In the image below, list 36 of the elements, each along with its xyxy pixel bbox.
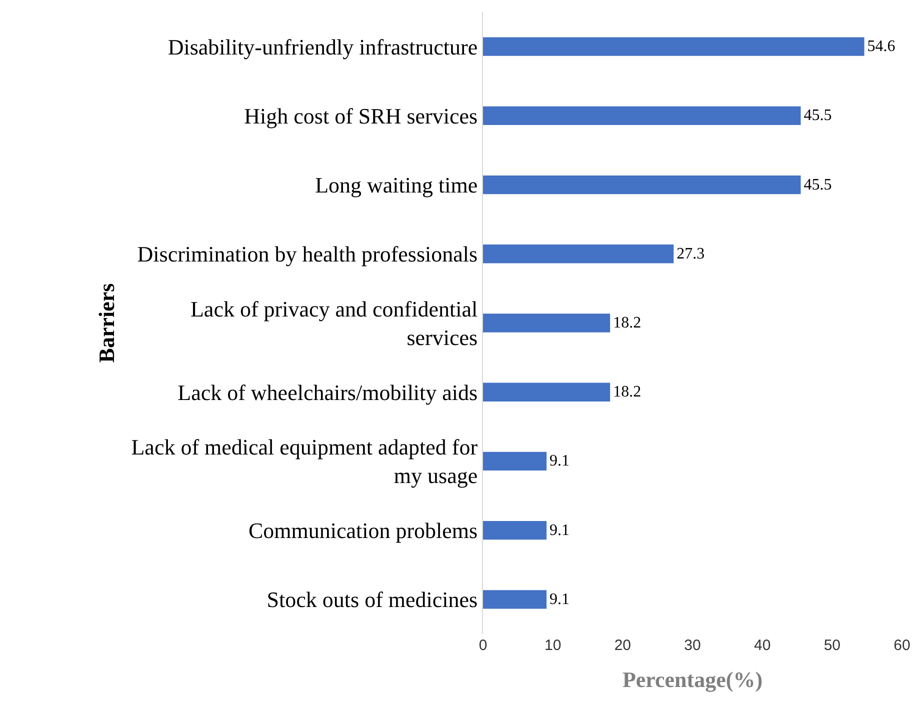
bar xyxy=(483,521,547,540)
x-axis-title: Percentage(%) xyxy=(622,666,763,692)
data-label: 45.5 xyxy=(804,176,832,194)
x-tick-label: 30 xyxy=(684,637,701,654)
bar xyxy=(483,382,610,402)
y-tick-label: Communication problems xyxy=(248,518,478,544)
x-tick-label: 40 xyxy=(754,637,771,654)
bar xyxy=(483,37,864,56)
data-label: 54.6 xyxy=(867,38,896,56)
x-tick-label: 10 xyxy=(544,637,562,654)
y-tick-label: Lack of medical equipment adapted for my usage xyxy=(131,434,478,488)
bar xyxy=(483,590,547,609)
data-label: 9.1 xyxy=(550,590,570,608)
x-tick-label: 20 xyxy=(614,637,632,654)
data-label: 45.5 xyxy=(804,107,832,124)
bar xyxy=(483,106,801,125)
data-label: 9.1 xyxy=(550,522,570,539)
data-label: 27.3 xyxy=(676,245,705,262)
y-tick-label: Lack of privacy and confidential services xyxy=(190,296,478,350)
x-tick-label: 0 xyxy=(478,637,488,654)
bar xyxy=(483,314,610,332)
data-label: 18.2 xyxy=(613,314,642,332)
bar xyxy=(483,244,674,264)
y-tick-label: Long waiting time xyxy=(315,172,478,198)
bar xyxy=(483,175,801,194)
data-label: 9.1 xyxy=(550,452,570,470)
bar xyxy=(483,452,547,471)
y-tick-label: Stock outs of medicines xyxy=(266,587,478,612)
y-tick-label: Disability-unfriendly infrastructure xyxy=(168,34,478,60)
x-tick-label: 50 xyxy=(824,637,841,654)
y-tick-label: Lack of wheelchairs/mobility aids xyxy=(178,380,478,405)
data-label: 18.2 xyxy=(613,384,642,401)
y-tick-label: High cost of SRH services xyxy=(244,103,478,128)
y-tick-label: Discrimination by health professionals xyxy=(137,242,478,267)
x-tick-label: 60 xyxy=(894,637,910,654)
y-axis-title: Barriers xyxy=(94,282,120,363)
